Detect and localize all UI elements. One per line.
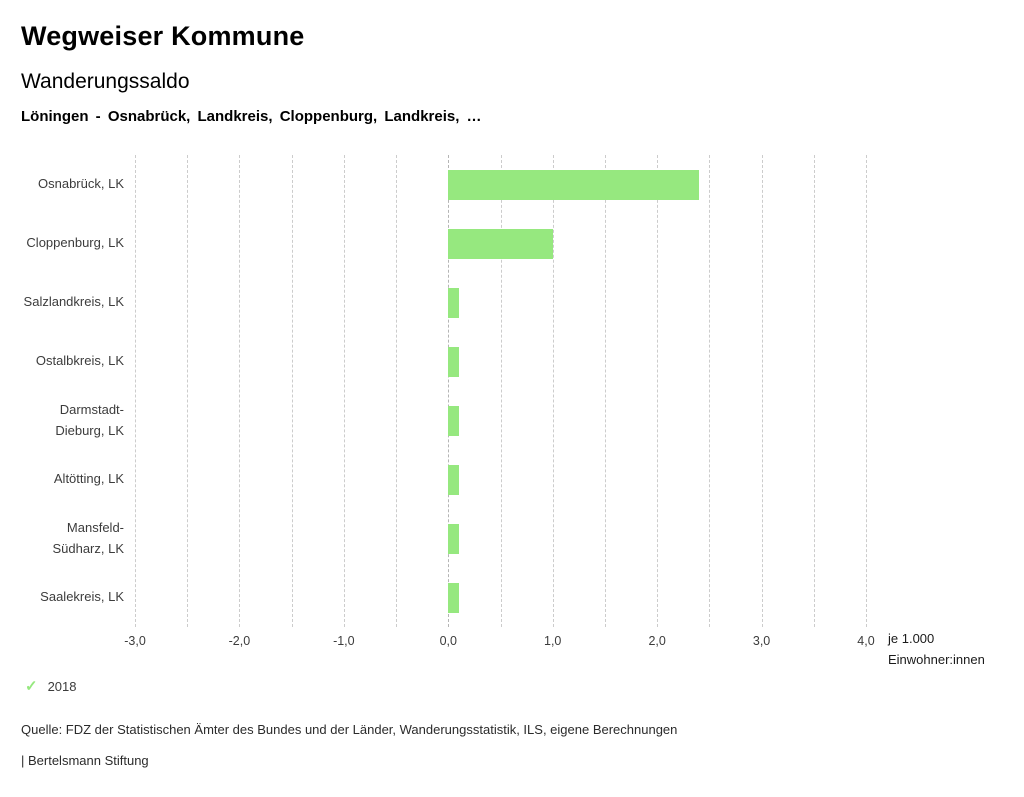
category-label: Osnabrück, LK xyxy=(38,176,124,192)
bar-row xyxy=(135,155,866,214)
bars xyxy=(135,155,866,627)
gridline xyxy=(813,155,815,627)
bar[interactable] xyxy=(448,523,459,554)
bar-row xyxy=(135,332,866,391)
category-labels: Osnabrück, LK Cloppenburg, LK Salzlandkrei… xyxy=(21,155,135,627)
gridline xyxy=(187,155,189,627)
category-label: Saalekreis, LK xyxy=(40,589,124,605)
x-tick-label: 3,0 xyxy=(752,634,771,648)
gridline xyxy=(866,155,867,627)
bar-row xyxy=(135,568,866,627)
x-tick-label: 0,0 xyxy=(439,634,457,648)
gridline xyxy=(552,155,554,627)
legend-year-label: 2018 xyxy=(47,679,77,694)
bar[interactable] xyxy=(448,405,459,436)
x-tick-label: -1,0 xyxy=(333,634,355,648)
bar-row xyxy=(135,509,866,568)
bar[interactable] xyxy=(448,169,699,200)
bar[interactable] xyxy=(448,228,553,259)
gridline xyxy=(396,155,398,627)
wegweiser-kommune-page: Wegweiser Kommune Wanderungssaldo Löning… xyxy=(21,21,1000,768)
source-text: Quelle: FDZ der Statistischen Ämter des … xyxy=(21,722,678,737)
axis-unit-line2: Einwohner:innen xyxy=(888,651,985,667)
category-label: Mansfeld-Südharz, LK xyxy=(52,519,124,556)
check-icon: ✓ xyxy=(25,678,38,695)
legend-item-2018[interactable]: ✓ 2018 xyxy=(25,679,77,694)
bar-row xyxy=(135,450,866,509)
gridline xyxy=(239,155,241,627)
category-label: Salzlandkreis, LK xyxy=(23,294,124,310)
bar[interactable] xyxy=(448,464,459,495)
bar-row xyxy=(135,214,866,273)
category-label: Altötting, LK xyxy=(53,471,124,487)
bar[interactable] xyxy=(448,346,459,377)
gridline xyxy=(500,155,502,627)
category-label: Darmstadt-Dieburg, LK xyxy=(55,401,124,438)
category-label: Ostalbkreis, LK xyxy=(35,353,124,369)
x-tick-label: 4,0 xyxy=(857,634,875,648)
x-tick-label: 2,0 xyxy=(648,634,666,648)
category-label: Cloppenburg, LK xyxy=(26,235,124,251)
chart-subtitle: Löningen - Osnabrück, Landkreis, Cloppen… xyxy=(21,108,482,125)
gridline xyxy=(343,155,345,627)
bar-row xyxy=(135,391,866,450)
gridline xyxy=(604,155,606,627)
x-tick-label: -2,0 xyxy=(228,634,251,648)
gridline xyxy=(657,155,659,627)
gridline xyxy=(135,155,136,627)
axis-unit-label: je 1.000 Einwohner:innen xyxy=(866,627,1000,667)
gridline xyxy=(448,155,450,627)
x-tick-label: -3,0 xyxy=(124,634,146,648)
attribution-text: | Bertelsmann Stiftung xyxy=(21,753,149,768)
gridline xyxy=(291,155,293,627)
bar[interactable] xyxy=(448,287,459,318)
bar[interactable] xyxy=(448,582,459,613)
axis-unit-line1: je 1.000 xyxy=(888,631,935,646)
gridline xyxy=(709,155,711,627)
x-axis-ticks: -3,0 -2,0 -1,0 0,0 1,0 2,0 3,0 4,0 xyxy=(124,627,874,653)
x-tick-label: 1,0 xyxy=(544,634,562,648)
plot-area xyxy=(135,155,867,627)
chart-title: Wanderungssaldo xyxy=(21,70,190,93)
gridline xyxy=(761,155,763,627)
page-title: Wegweiser Kommune xyxy=(21,21,305,51)
bar-row xyxy=(135,273,866,332)
bar-chart: Osnabrück, LK Cloppenburg, LK Salzlandkrei… xyxy=(21,155,1000,667)
